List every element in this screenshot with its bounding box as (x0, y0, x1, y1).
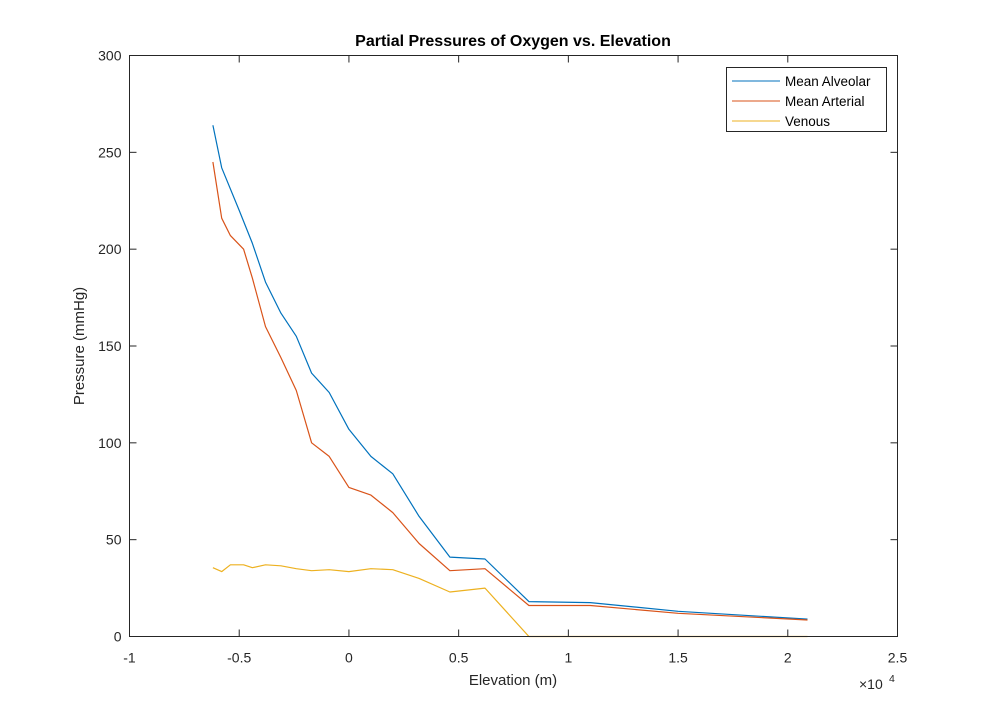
x-tick-label: -1 (123, 650, 136, 666)
series-line-mean-arterial (212, 161, 808, 621)
y-tick-label: 300 (98, 48, 122, 64)
legend-label-mean-alveolar: Mean Alveolar (785, 74, 871, 89)
x-tick-label: 2.5 (888, 650, 908, 666)
y-axis-label: Pressure (mmHg) (71, 287, 88, 405)
legend-label-mean-arterial: Mean Arterial (785, 94, 865, 109)
y-tick-label: 200 (98, 241, 122, 257)
y-tick-label: 100 (98, 435, 122, 451)
plot-lines (212, 125, 808, 638)
y-tick-label: 0 (114, 629, 122, 645)
x-tick-label: 1 (564, 650, 572, 666)
chart-title: Partial Pressures of Oxygen vs. Elevatio… (355, 33, 671, 50)
y-tick-label: 250 (98, 144, 122, 160)
y-tick-label: 150 (98, 338, 122, 354)
series-line-mean-alveolar (212, 125, 808, 620)
y-axis-ticks: 0 50 100 150 200 250 300 (98, 48, 898, 645)
series-line-venous (212, 564, 808, 638)
legend-entry-mean-alveolar: Mean Alveolar (732, 74, 871, 89)
x-tick-label: 2 (784, 650, 792, 666)
x-tick-label: -0.5 (227, 650, 251, 666)
x-axis-ticks: -1 -0.5 0 0.5 1 1.5 2 2.5 (123, 55, 908, 666)
x-tick-label: 0.5 (449, 650, 469, 666)
legend-entry-venous: Venous (732, 114, 830, 129)
x-axis-label: Elevation (m) (469, 672, 557, 689)
x-axis-exponent-base: ×10 (859, 676, 883, 692)
x-tick-label: 0 (345, 650, 353, 666)
legend: Mean Alveolar Mean Arterial Venous (726, 67, 887, 132)
legend-label-venous: Venous (785, 114, 830, 129)
x-tick-label: 1.5 (668, 650, 688, 666)
x-axis-exponent-power: 4 (889, 673, 895, 685)
y-tick-label: 50 (106, 532, 122, 548)
x-axis-exponent: ×10 4 (859, 673, 895, 692)
legend-entry-mean-arterial: Mean Arterial (732, 94, 865, 109)
